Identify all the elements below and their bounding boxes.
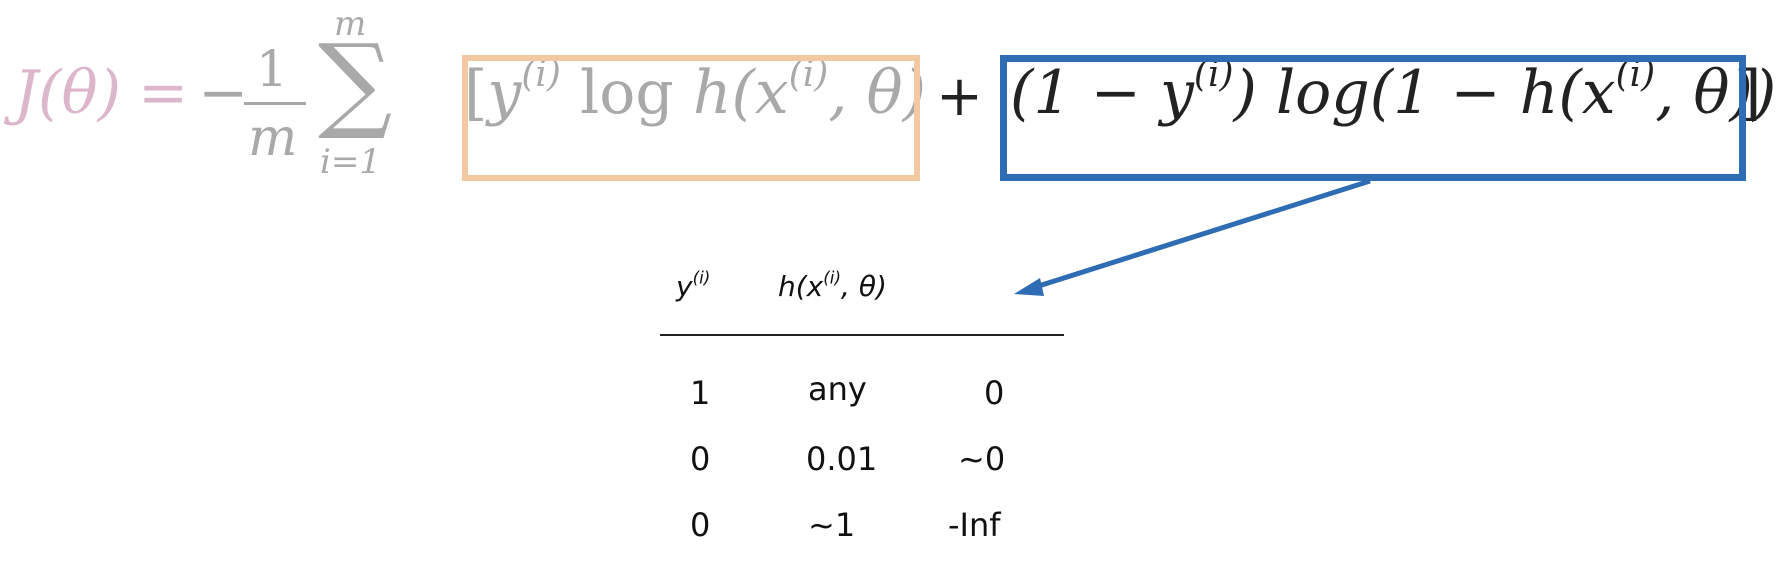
fraction-bar [244, 102, 306, 105]
table-cell: 0.01 [806, 440, 878, 478]
open-bracket: [ [464, 58, 488, 128]
sum-symbol: ∑ [318, 21, 393, 143]
term2-open: (1 − y [1010, 58, 1194, 128]
term2-mid: ) log(1 − h(x [1233, 58, 1616, 128]
header-h-sup: (i) [823, 267, 842, 288]
highlight-box-second-term [1000, 55, 1746, 181]
table-header-y: y(i) [676, 267, 711, 303]
table-cell: 0 [690, 506, 711, 544]
term2-y-sup: (i) [1193, 54, 1234, 95]
header-y-base: y [676, 270, 693, 303]
table-cell: any [808, 370, 867, 408]
table-cell: 1 [690, 374, 711, 412]
term1-y: y [487, 58, 522, 128]
term1-y-sup: (i) [521, 54, 561, 95]
sum-lower-limit: i=1 [320, 142, 381, 182]
arrow-line [1025, 178, 1371, 293]
header-y-sup: (i) [692, 267, 711, 288]
arrow-head-icon [1014, 278, 1044, 296]
term2-x-sup: (i) [1615, 54, 1656, 95]
table-cell: 0 [690, 440, 711, 478]
first-term: [y(i) log h(x(i), θ) [464, 57, 926, 129]
term1-h: h(x [692, 58, 789, 128]
highlight-box-first-term [462, 55, 920, 181]
table-header-h: h(x(i), θ) [778, 267, 887, 303]
header-h-base: h(x [778, 270, 824, 303]
table-cell: ~0 [958, 440, 1006, 478]
term1-log: log [560, 58, 693, 128]
second-term: (1 − y(i)) log(1 − h(x(i), θ)) [1010, 57, 1777, 129]
term1-tail: , θ) [828, 58, 926, 128]
term2-tail: , θ)) [1655, 58, 1777, 128]
fraction-numerator: 1 [256, 40, 288, 98]
table-cell: 0 [984, 374, 1005, 412]
table-cell: -Inf [948, 506, 1001, 544]
table-cell: ~1 [808, 506, 856, 544]
term1-x-sup: (i) [788, 54, 829, 95]
minus-sign: − [198, 58, 249, 128]
cost-function-lhs: J(θ) [14, 58, 121, 128]
equals-sign: = [138, 58, 189, 128]
sum-upper-limit: m [334, 4, 367, 44]
table-header-rule [660, 334, 1064, 336]
plus-sign: + [936, 64, 983, 129]
header-h-tail: , θ) [841, 270, 887, 303]
fraction-denominator: m [248, 108, 298, 168]
